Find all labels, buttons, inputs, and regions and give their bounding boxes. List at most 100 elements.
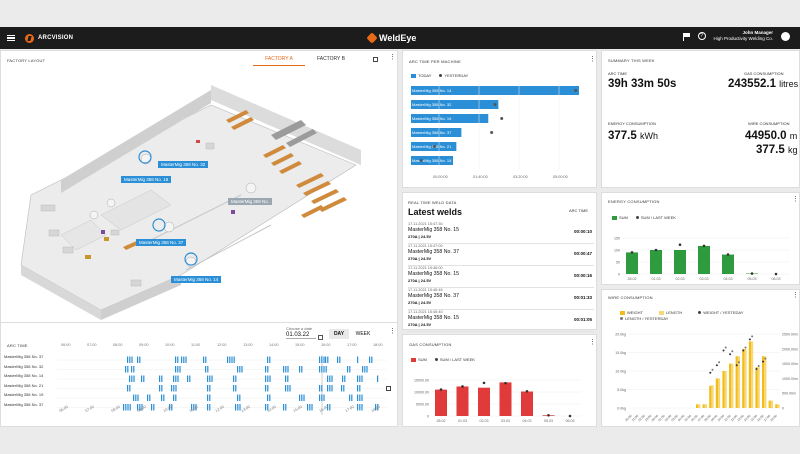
user-info[interactable]: John Manager High Productivity Welding C… xyxy=(714,30,773,42)
x-tick-label: 00:00 xyxy=(651,414,660,423)
x-tick-label: 06.03 xyxy=(772,277,781,281)
machine-label[interactable]: MasterMig 358 No. 14 xyxy=(171,276,222,283)
more-icon[interactable]: ⋮ xyxy=(589,56,596,63)
arc-segment xyxy=(344,375,346,382)
latest-welds-panel: REAL TIME WELD DATA Latest welds ARC TIM… xyxy=(402,192,597,332)
weld-row[interactable]: 17.11.2021 15:47:00 MasterMig 358 No. 37 2… xyxy=(408,244,594,266)
arc-segment xyxy=(211,375,213,382)
y-tick-label: 0 xyxy=(618,273,620,277)
day-button[interactable]: DAY xyxy=(329,329,349,339)
arc-segment xyxy=(169,404,171,411)
chart-legend: WEIGHT LENGTH WEIGHT / YESTEDAY LENGTH /… xyxy=(620,310,760,321)
factory-layout-panel: FACTORY LAYOUT FACTORY A FACTORY B ⋮ xyxy=(0,50,398,334)
y-tick-label: 100 xyxy=(614,249,620,253)
energy-consumption-chart: 0 50 100 150 28.02 01.03 02.03 03.03 04.03 05.03 0… xyxy=(614,237,790,281)
arc-segment xyxy=(267,375,269,382)
length-yesterday-point xyxy=(744,346,747,349)
arc-segment xyxy=(299,394,301,401)
x-tick-label: 09:00 xyxy=(710,414,719,423)
bar xyxy=(411,128,462,137)
tab-factory-a[interactable]: FACTORY A xyxy=(253,56,305,66)
bar xyxy=(411,86,579,95)
weld-row[interactable]: 17.11.2021 15:47:30 MasterMig 358 No. 15 2… xyxy=(408,222,594,244)
legend-item: YESTERDAY xyxy=(439,73,468,78)
chart-legend: SUM SUM / LAST WEEK xyxy=(411,357,475,362)
flag-icon[interactable] xyxy=(682,32,690,41)
arc-segment xyxy=(207,404,209,411)
x-tick-label: 02.03 xyxy=(676,277,685,281)
arc-segment xyxy=(267,356,269,363)
arc-segment xyxy=(287,375,289,382)
arc-segment xyxy=(235,404,237,411)
x-tick-label: 18:00 xyxy=(769,414,778,423)
date-picker[interactable]: Choose a date 01.03.22 xyxy=(286,326,316,339)
machine-label[interactable]: MasterMig 358 No. 37 xyxy=(136,239,187,246)
x-tick-label: 11:00 xyxy=(723,414,731,422)
gas-consumption-chart: 0 5000.00 10000.00 15000.00 28.02 01.03 02.03 0… xyxy=(414,379,582,423)
panel-title: SUMMARY THIS WEEK xyxy=(608,58,655,63)
timeline-row-label: MasterMig 358 No. 14 xyxy=(4,373,44,378)
more-icon[interactable]: ⋮ xyxy=(389,54,396,61)
machine-label[interactable]: MasterMig 358 No. 19 xyxy=(121,176,172,183)
arc-time-label: ARC TIME xyxy=(608,71,628,76)
weld-row[interactable]: 17.11.2021 15:45:40 MasterMig 358 No. 15 2… xyxy=(408,310,594,332)
week-button[interactable]: WEEK xyxy=(355,331,371,337)
length-bar xyxy=(711,385,714,408)
arc-segment xyxy=(183,356,185,363)
arc-segment xyxy=(177,375,179,382)
length-yesterday-point xyxy=(731,350,734,353)
weight-bar xyxy=(768,400,771,408)
last-week-point xyxy=(750,272,754,275)
arc-segment xyxy=(203,356,205,363)
weld-row[interactable]: 17.11.2021 15:46:46 MasterMig 358 No. 37 2… xyxy=(408,288,594,310)
arc-segment xyxy=(139,404,141,411)
arc-segment xyxy=(129,404,131,411)
bar xyxy=(698,245,710,274)
brand-logo[interactable]: ARCVISION xyxy=(25,33,74,43)
arc-segment xyxy=(267,366,269,373)
hour-tick-label: 14:00 xyxy=(269,343,279,347)
calendar-icon[interactable] xyxy=(318,335,323,340)
weld-machine: MasterMig 358 No. 37 xyxy=(408,293,460,299)
x-tick-label: 21:00 xyxy=(631,414,640,423)
hour-tick-label: 09:00 xyxy=(139,343,149,347)
arc-segment xyxy=(267,385,269,392)
menu-icon[interactable] xyxy=(7,33,15,42)
arc-segment xyxy=(366,366,368,373)
arc-segment xyxy=(137,356,139,363)
more-icon[interactable]: ⋮ xyxy=(792,292,799,299)
x-tick-label: 01:00 xyxy=(657,414,666,423)
brand-name: ARCVISION xyxy=(38,35,74,41)
arc-segment xyxy=(159,385,161,392)
help-icon[interactable]: ? xyxy=(697,32,706,40)
last-week-point xyxy=(525,389,529,393)
arc-segment xyxy=(267,394,269,401)
more-icon[interactable]: ⋮ xyxy=(792,196,799,203)
arc-segment xyxy=(137,394,139,401)
machine-label[interactable]: MasterMig 358 No. 32 xyxy=(158,161,209,168)
hour-tick-label: 17:00 xyxy=(347,343,357,347)
fullscreen-icon[interactable] xyxy=(373,57,378,62)
fullscreen-icon[interactable] xyxy=(386,386,391,391)
machine-label[interactable]: MasterMig 358 No. xyxy=(228,198,273,205)
tab-factory-b[interactable]: FACTORY B xyxy=(316,56,346,62)
avatar[interactable] xyxy=(781,31,790,41)
arc-segment xyxy=(265,366,267,373)
arc-per-machine-chart: MasterMig 358 No. 14 MasterMig 358 No. 32… xyxy=(411,81,579,179)
panel-title: ENERGY CONSUMPTION xyxy=(608,199,660,204)
bar-label: MasterMig 358 No. 37 xyxy=(412,130,452,135)
x-tick-label: 02:00 xyxy=(664,414,673,423)
last-week-point xyxy=(461,385,464,388)
top-bar: ARCVISION WeldEye ? John Manager High Pr… xyxy=(0,27,800,49)
more-icon[interactable]: ⋮ xyxy=(389,328,396,335)
hour-tick-label: 15:00 xyxy=(295,343,305,347)
weight-bar xyxy=(775,404,778,408)
weld-row[interactable]: 17.11.2021 15:46:00 MasterMig 358 No. 15 2… xyxy=(408,266,594,288)
arc-segment xyxy=(129,356,131,363)
more-icon[interactable]: ⋮ xyxy=(589,339,596,346)
length-bar xyxy=(764,356,767,408)
x-tick-label: 22:00 xyxy=(637,414,646,423)
weight-yesterday-point xyxy=(735,364,738,367)
x-tick-label: 03:20:00 xyxy=(513,175,528,179)
date-input[interactable]: 01.03.22 xyxy=(286,332,316,339)
